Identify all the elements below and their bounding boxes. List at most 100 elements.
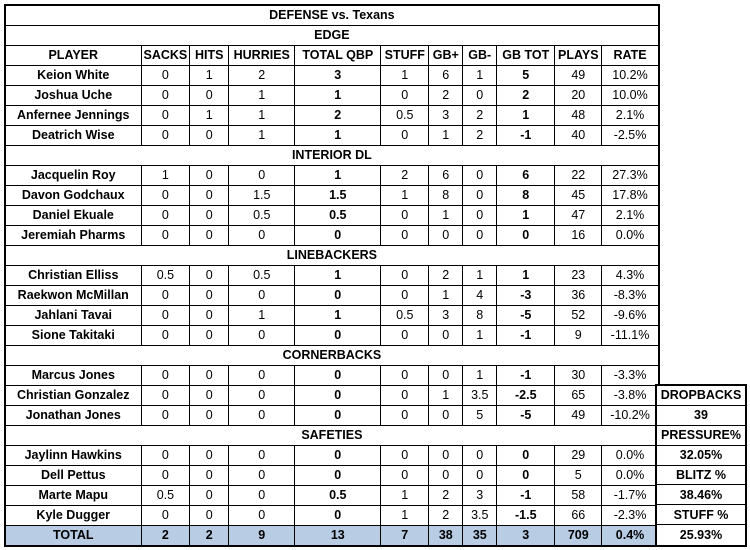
blitz-label: BLITZ % <box>657 466 745 486</box>
section-row-linebackers: LINEBACKERS <box>4 245 660 266</box>
hurries-cell: 1 <box>228 305 296 326</box>
hits-cell: 0 <box>189 445 230 466</box>
gb-plus-cell: 3 <box>428 305 464 326</box>
sacks-cell: 0 <box>140 125 191 146</box>
rate-cell: 0.0% <box>601 225 660 246</box>
hurries-cell: 2 <box>228 65 296 86</box>
hits-cell: 0 <box>189 505 230 526</box>
rate-cell: -3.8% <box>601 385 660 406</box>
player-name: Anfernee Jennings <box>4 105 142 126</box>
player-row-dell-pettus: Dell Pettus 0 0 0 0 0 0 0 0 5 0.0% <box>4 465 660 486</box>
sacks-cell: 0 <box>140 185 191 206</box>
total-gb-plus-cell: 38 <box>428 525 464 547</box>
gb-tot-cell: 1 <box>496 265 556 286</box>
player-row-anfernee-jennings: Anfernee Jennings 0 1 1 2 0.5 3 2 1 48 2.1% <box>4 105 660 126</box>
gb-plus-cell: 1 <box>428 125 464 146</box>
section-header-linebackers: LINEBACKERS <box>4 245 660 266</box>
player-name: Jonathan Jones <box>4 405 142 426</box>
player-row-marcus-jones: Marcus Jones 0 0 0 0 0 0 1 -1 30 -3.3% <box>4 365 660 386</box>
section-header-safeties: SAFETIES <box>4 425 660 446</box>
gb-tot-cell: -1 <box>496 125 556 146</box>
rate-cell: 4.3% <box>601 265 660 286</box>
sacks-cell: 0 <box>140 225 191 246</box>
player-row-keion-white: Keion White 0 1 2 3 1 6 1 5 49 10.2% <box>4 65 660 86</box>
total-qbp-cell: 0 <box>294 225 382 246</box>
hurries-cell: 1 <box>228 85 296 106</box>
hits-cell: 0 <box>189 485 230 506</box>
plays-cell: 5 <box>554 465 603 486</box>
player-name: Davon Godchaux <box>4 185 142 206</box>
plays-cell: 20 <box>554 85 603 106</box>
hurries-cell: 0 <box>228 325 296 346</box>
defense-table-body: DEFENSE vs. Texans EDGE PLAYER SACKS HITS HUR… <box>4 4 660 547</box>
player-row-jaylinn-hawkins: Jaylinn Hawkins 0 0 0 0 0 0 0 0 29 0.0% <box>4 445 660 466</box>
total-qbp-cell: 0 <box>294 285 382 306</box>
gb-tot-cell: 0 <box>496 225 556 246</box>
column-header-rate: RATE <box>601 45 660 66</box>
player-row-christian-elliss: Christian Elliss 0.5 0 0.5 1 0 2 1 1 23 4.3% <box>4 265 660 286</box>
gb-plus-cell: 0 <box>428 445 464 466</box>
gb-plus-cell: 2 <box>428 485 464 506</box>
total-qbp-cell: 1.5 <box>294 185 382 206</box>
gb-minus-cell: 2 <box>462 105 498 126</box>
blitz-value: 38.46% <box>657 485 745 506</box>
total-qbp-cell: 0 <box>294 385 382 406</box>
stuff-cell: 1 <box>380 65 430 86</box>
total-plays-cell: 709 <box>554 525 603 547</box>
sacks-cell: 0 <box>140 405 191 426</box>
stuff-cell: 0 <box>380 125 430 146</box>
hits-cell: 0 <box>189 285 230 306</box>
column-header-player: PLAYER <box>4 45 142 66</box>
plays-cell: 49 <box>554 65 603 86</box>
hurries-cell: 0 <box>228 505 296 526</box>
hits-cell: 1 <box>189 105 230 126</box>
total-qbp-cell: 0.5 <box>294 205 382 226</box>
hurries-cell: 0 <box>228 165 296 186</box>
hits-cell: 1 <box>189 65 230 86</box>
hurries-cell: 1 <box>228 105 296 126</box>
hurries-cell: 0 <box>228 225 296 246</box>
gb-minus-cell: 1 <box>462 365 498 386</box>
player-name: Christian Elliss <box>4 265 142 286</box>
stuff-cell: 0.5 <box>380 305 430 326</box>
gb-plus-cell: 2 <box>428 505 464 526</box>
total-qbp-cell: 0 <box>294 465 382 486</box>
rate-cell: 2.1% <box>601 105 660 126</box>
plays-cell: 22 <box>554 165 603 186</box>
plays-cell: 23 <box>554 265 603 286</box>
summary-stats-panel: DROPBACKS 39 PRESSURE% 32.05% BLITZ % 38… <box>655 384 747 547</box>
total-stuff-cell: 7 <box>380 525 430 547</box>
gb-minus-cell: 0 <box>462 465 498 486</box>
rate-cell: -9.6% <box>601 305 660 326</box>
section-header-edge: EDGE <box>4 25 660 46</box>
rate-cell: 27.3% <box>601 165 660 186</box>
stuff-cell: 0.5 <box>380 105 430 126</box>
total-row: TOTAL 2 2 9 13 7 38 35 3 709 0.4% <box>4 525 660 547</box>
gb-minus-cell: 1 <box>462 265 498 286</box>
player-name: Marte Mapu <box>4 485 142 506</box>
gb-tot-cell: 0 <box>496 445 556 466</box>
plays-cell: 65 <box>554 385 603 406</box>
gb-tot-cell: 1 <box>496 105 556 126</box>
player-name: Jahlani Tavai <box>4 305 142 326</box>
gb-minus-cell: 3 <box>462 485 498 506</box>
gb-plus-cell: 2 <box>428 265 464 286</box>
total-qbp-cell: 1 <box>294 85 382 106</box>
player-row-jeremiah-pharms: Jeremiah Pharms 0 0 0 0 0 0 0 0 16 0.0% <box>4 225 660 246</box>
rate-cell: 0.0% <box>601 465 660 486</box>
plays-cell: 45 <box>554 185 603 206</box>
sacks-cell: 0 <box>140 305 191 326</box>
rate-cell: -2.5% <box>601 125 660 146</box>
gb-minus-cell: 1 <box>462 325 498 346</box>
sacks-cell: 0 <box>140 445 191 466</box>
gb-tot-cell: -1 <box>496 325 556 346</box>
player-name: Kyle Dugger <box>4 505 142 526</box>
defense-table: DEFENSE vs. Texans EDGE PLAYER SACKS HITS HUR… <box>4 4 660 547</box>
table-title-row: DEFENSE vs. Texans <box>4 4 660 26</box>
plays-cell: 47 <box>554 205 603 226</box>
dropbacks-label: DROPBACKS <box>657 386 745 406</box>
hits-cell: 0 <box>189 365 230 386</box>
total-label: TOTAL <box>4 525 142 547</box>
hurries-cell: 0 <box>228 445 296 466</box>
